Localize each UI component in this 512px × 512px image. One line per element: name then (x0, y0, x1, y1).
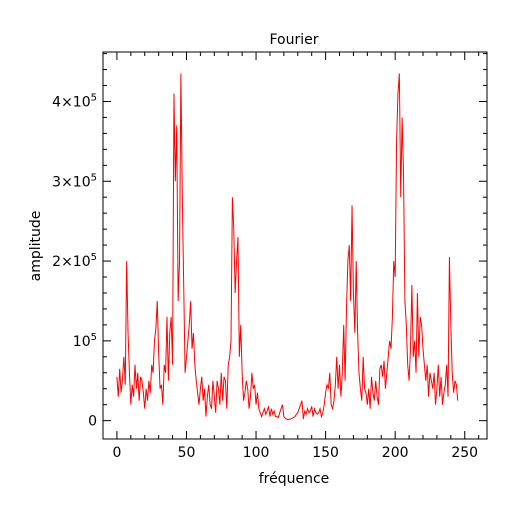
x-tick-label: 250 (451, 445, 478, 461)
y-tick-exponent: 5 (91, 252, 97, 263)
y-axis-label: amplitude (28, 211, 44, 282)
y-tick-exponent: 5 (91, 92, 97, 103)
x-axis-label: fréquence (259, 471, 330, 487)
chart-title: Fourier (269, 32, 318, 48)
y-tick-mantissa: 4×10 (52, 94, 90, 110)
y-tick-mantissa: 2×10 (52, 254, 90, 270)
x-tick-labels: 0 50 100 150 200 250 (112, 445, 478, 461)
y-tick-mantissa: 10 (73, 334, 91, 350)
y-tick-label: 2×105 (52, 252, 97, 270)
y-tick-label: 3×105 (52, 172, 97, 190)
y-tick-label: 0 (88, 414, 97, 430)
y-tick-label: 4×105 (52, 92, 97, 110)
y-tick-mantissa: 0 (88, 414, 97, 430)
x-tick-label: 50 (178, 445, 196, 461)
x-tick-label: 200 (382, 445, 409, 461)
y-tick-mantissa: 3×10 (52, 174, 90, 190)
y-tick-exponent: 5 (91, 332, 97, 343)
y-tick-label: 105 (73, 332, 97, 350)
x-tick-label: 0 (112, 445, 121, 461)
axis-ticks (103, 52, 487, 439)
x-tick-label: 150 (312, 445, 339, 461)
amplitude-series-line (116, 73, 459, 421)
y-tick-exponent: 5 (91, 172, 97, 183)
x-tick-label: 100 (243, 445, 270, 461)
